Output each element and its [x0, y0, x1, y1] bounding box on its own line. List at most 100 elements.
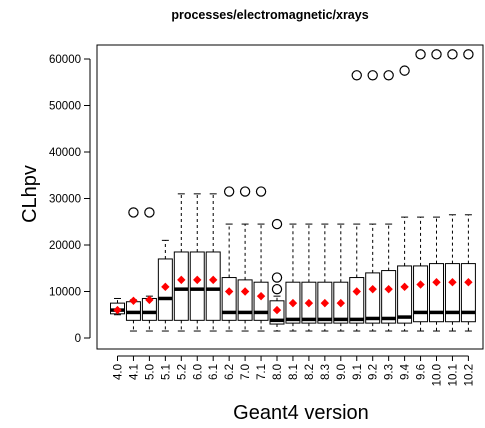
- mean-marker: [304, 298, 314, 308]
- outlier-point: [415, 49, 426, 60]
- mean-marker: [464, 278, 473, 287]
- x-tick-label: 5.1: [160, 364, 172, 380]
- x-tick-label: 10.1: [447, 364, 459, 386]
- box-5.0: [141, 207, 157, 332]
- box-8.0: [269, 218, 285, 332]
- mean-marker: [432, 278, 441, 287]
- y-axis: 0 10000 20000 30000 40000 50000 60000: [49, 54, 91, 345]
- box-body: [444, 263, 460, 323]
- box-body: [381, 270, 397, 324]
- outlier-point: [399, 65, 410, 76]
- box-series: [110, 49, 476, 332]
- box-10.0: [429, 49, 444, 332]
- box-body: [349, 277, 365, 324]
- box-9.2: [365, 70, 381, 332]
- box-body: [397, 265, 413, 324]
- plot-frame: [96, 44, 484, 350]
- mean-marker: [224, 287, 234, 296]
- outlier-point: [255, 186, 267, 197]
- box-4.1: [125, 207, 141, 332]
- mean-marker: [113, 305, 122, 315]
- mean-marker: [240, 287, 250, 296]
- x-tick-label: 9.0: [336, 364, 348, 380]
- box-body: [429, 263, 444, 323]
- box-9.4: [397, 65, 413, 332]
- y-axis-title: CLhpv: [19, 165, 41, 223]
- x-axis-title: Geant4 version: [233, 402, 369, 424]
- box-5.2: [173, 193, 189, 332]
- x-tick-label: 6.1: [208, 364, 220, 380]
- x-tick-label: 5.0: [144, 364, 156, 380]
- x-tick-label: 8.1: [288, 364, 300, 380]
- mean-marker: [416, 280, 425, 289]
- outlier-point: [271, 283, 283, 295]
- x-tick-label: 6.2: [224, 364, 236, 380]
- y-tick-label: 0: [75, 333, 81, 345]
- x-axis: 4.0 4.1 5.0 5.1 5.2 6.0 6.1 6.2 7.0 7.1 8.0 8.1 8.2 8…: [113, 355, 475, 386]
- mean-marker: [352, 287, 361, 296]
- mean-marker: [209, 275, 218, 285]
- box-8.2: [301, 223, 317, 332]
- outlier-point: [239, 186, 251, 197]
- outlier-point: [447, 49, 458, 60]
- box-body: [173, 251, 189, 321]
- mean-marker: [384, 284, 393, 294]
- box-5.1: [157, 239, 173, 332]
- outlier-point: [128, 207, 139, 218]
- box-6.2: [221, 186, 237, 332]
- y-tick-label: 20000: [49, 240, 81, 252]
- outlier-point: [431, 49, 442, 60]
- box-10.1: [444, 49, 460, 332]
- box-8.3: [317, 223, 333, 332]
- mean-marker: [272, 305, 282, 315]
- x-tick-label: 10.0: [432, 364, 444, 386]
- box-body: [253, 281, 269, 321]
- mean-marker: [368, 284, 377, 294]
- mean-marker: [288, 298, 298, 308]
- mean-marker: [145, 295, 154, 305]
- box-body: [237, 279, 253, 321]
- outlier-point: [463, 49, 474, 60]
- mean-marker: [256, 291, 266, 301]
- y-tick-label: 50000: [49, 101, 81, 113]
- x-tick-label: 5.2: [176, 364, 188, 380]
- box-body: [189, 251, 205, 321]
- y-tick-label: 30000: [49, 194, 81, 206]
- mean-marker: [320, 298, 330, 308]
- box-6.0: [189, 193, 205, 332]
- box-body: [205, 251, 221, 321]
- y-tick-label: 60000: [49, 54, 81, 66]
- outlier-point: [367, 70, 378, 81]
- x-tick-label: 9.6: [416, 364, 428, 380]
- box-body: [460, 263, 476, 323]
- x-tick-label: 4.1: [128, 364, 140, 380]
- box-7.1: [253, 186, 269, 332]
- x-tick-label: 7.1: [256, 364, 268, 380]
- box-9.1: [349, 70, 365, 332]
- box-8.1: [285, 223, 301, 332]
- box-body: [365, 272, 381, 324]
- x-tick-label: 10.2: [463, 364, 475, 386]
- box-9.6: [413, 49, 429, 332]
- y-tick-label: 10000: [49, 287, 81, 299]
- outlier-point: [223, 186, 235, 197]
- chart-title: processes/electromagnetic/xrays: [171, 8, 368, 22]
- x-tick-label: 9.4: [400, 363, 412, 380]
- mean-marker: [177, 275, 186, 285]
- box-body: [221, 277, 237, 321]
- mean-marker: [161, 282, 170, 292]
- x-tick-label: 4.0: [113, 364, 125, 380]
- x-tick-label: 9.2: [368, 364, 380, 380]
- box-body: [413, 265, 429, 323]
- box-9.3: [381, 70, 397, 332]
- box-10.2: [460, 49, 476, 332]
- mean-marker: [193, 275, 202, 285]
- y-tick-label: 40000: [49, 147, 81, 159]
- outlier-point: [383, 70, 394, 81]
- mean-marker: [336, 298, 345, 308]
- x-tick-label: 6.0: [192, 364, 204, 380]
- outlier-point: [271, 272, 283, 283]
- box-7.0: [237, 186, 253, 332]
- x-tick-label: 8.0: [272, 364, 284, 380]
